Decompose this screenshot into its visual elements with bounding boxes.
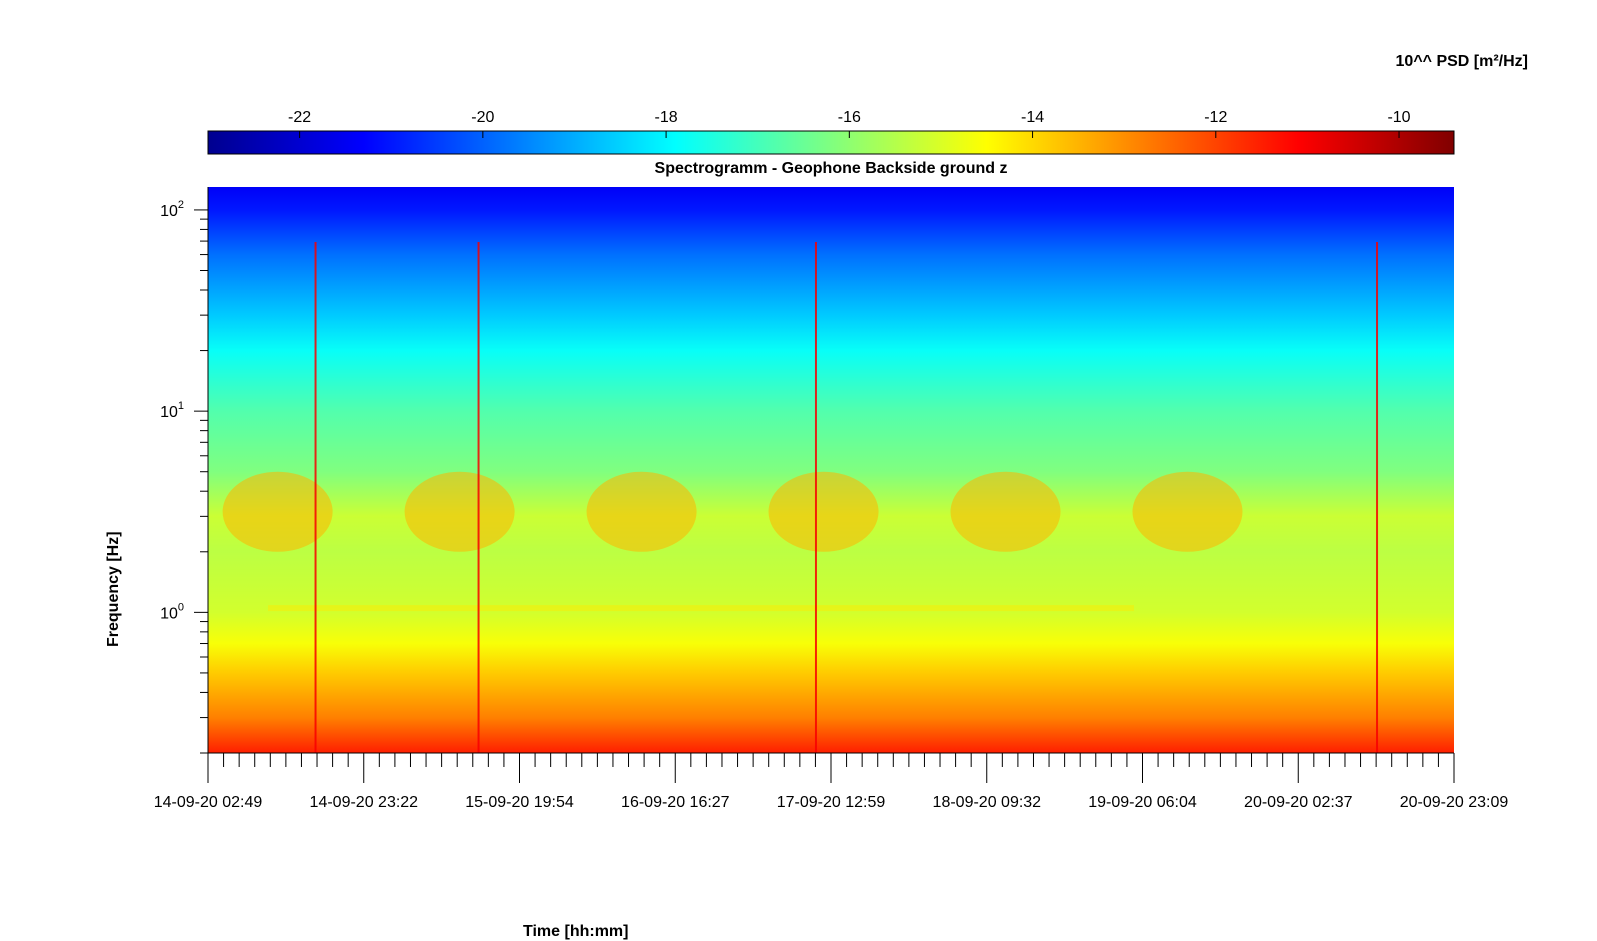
x-axis-ticks: 14-09-20 02:49 14-09-20 23:22 15-09-20 19:… — [154, 753, 1509, 811]
narrow-line-band — [268, 605, 1134, 612]
x-tick-label: 19-09-20 06:04 — [1088, 794, 1197, 811]
spectrogram-background — [208, 187, 1454, 753]
y-axis-label: Frequency [Hz] — [105, 531, 122, 647]
colorbar-tick-label: -10 — [1387, 109, 1410, 126]
y-tick-label: 101 — [160, 400, 184, 421]
x-tick-label: 14-09-20 02:49 — [154, 794, 263, 811]
colorbar-title: 10^^ PSD [m²/Hz] — [1395, 53, 1528, 70]
daytime-band-patch — [404, 471, 515, 552]
daytime-band-patch — [768, 471, 879, 552]
x-tick-label: 18-09-20 09:32 — [933, 794, 1042, 811]
spectrogram-features — [222, 242, 1379, 753]
colorbar-scale — [207, 130, 1455, 155]
spectrogram-plot — [208, 187, 1454, 753]
y-tick-label: 100 — [160, 601, 184, 622]
x-tick-label: 15-09-20 19:54 — [465, 794, 574, 811]
daytime-band-patch — [1132, 471, 1243, 552]
x-axis: 14-09-20 02:49 14-09-20 23:22 15-09-20 19:… — [154, 752, 1509, 811]
colorbar: -22 -20 -18 -16 -14 -12 -10 — [207, 109, 1455, 155]
daytime-band-patch — [950, 471, 1061, 552]
y-tick-label: 102 — [160, 199, 184, 220]
x-tick-label: 17-09-20 12:59 — [777, 794, 886, 811]
y-axis: 100 101 102 — [160, 187, 209, 754]
colorbar-ticks: -22 -20 -18 -16 -14 -12 -10 — [288, 109, 1411, 138]
y-axis-ticks: 100 101 102 — [160, 199, 208, 754]
x-axis-label: Time [hh:mm] — [523, 923, 629, 940]
x-tick-label: 20-09-20 23:09 — [1400, 794, 1509, 811]
daytime-band-patch — [586, 471, 697, 552]
x-tick-label: 14-09-20 23:22 — [310, 794, 419, 811]
x-tick-label: 20-09-20 02:37 — [1244, 794, 1353, 811]
daytime-band-patch — [222, 471, 333, 552]
colorbar-tick-label: -18 — [655, 109, 678, 126]
colorbar-tick-label: -14 — [1021, 109, 1044, 126]
colorbar-tick-label: -12 — [1204, 109, 1227, 126]
chart-title: Spectrogramm - Geophone Backside ground … — [654, 160, 1008, 177]
x-tick-label: 16-09-20 16:27 — [621, 794, 730, 811]
colorbar-tick-label: -20 — [471, 109, 494, 126]
colorbar-tick-label: -16 — [838, 109, 861, 126]
colorbar-tick-label: -22 — [288, 109, 311, 126]
